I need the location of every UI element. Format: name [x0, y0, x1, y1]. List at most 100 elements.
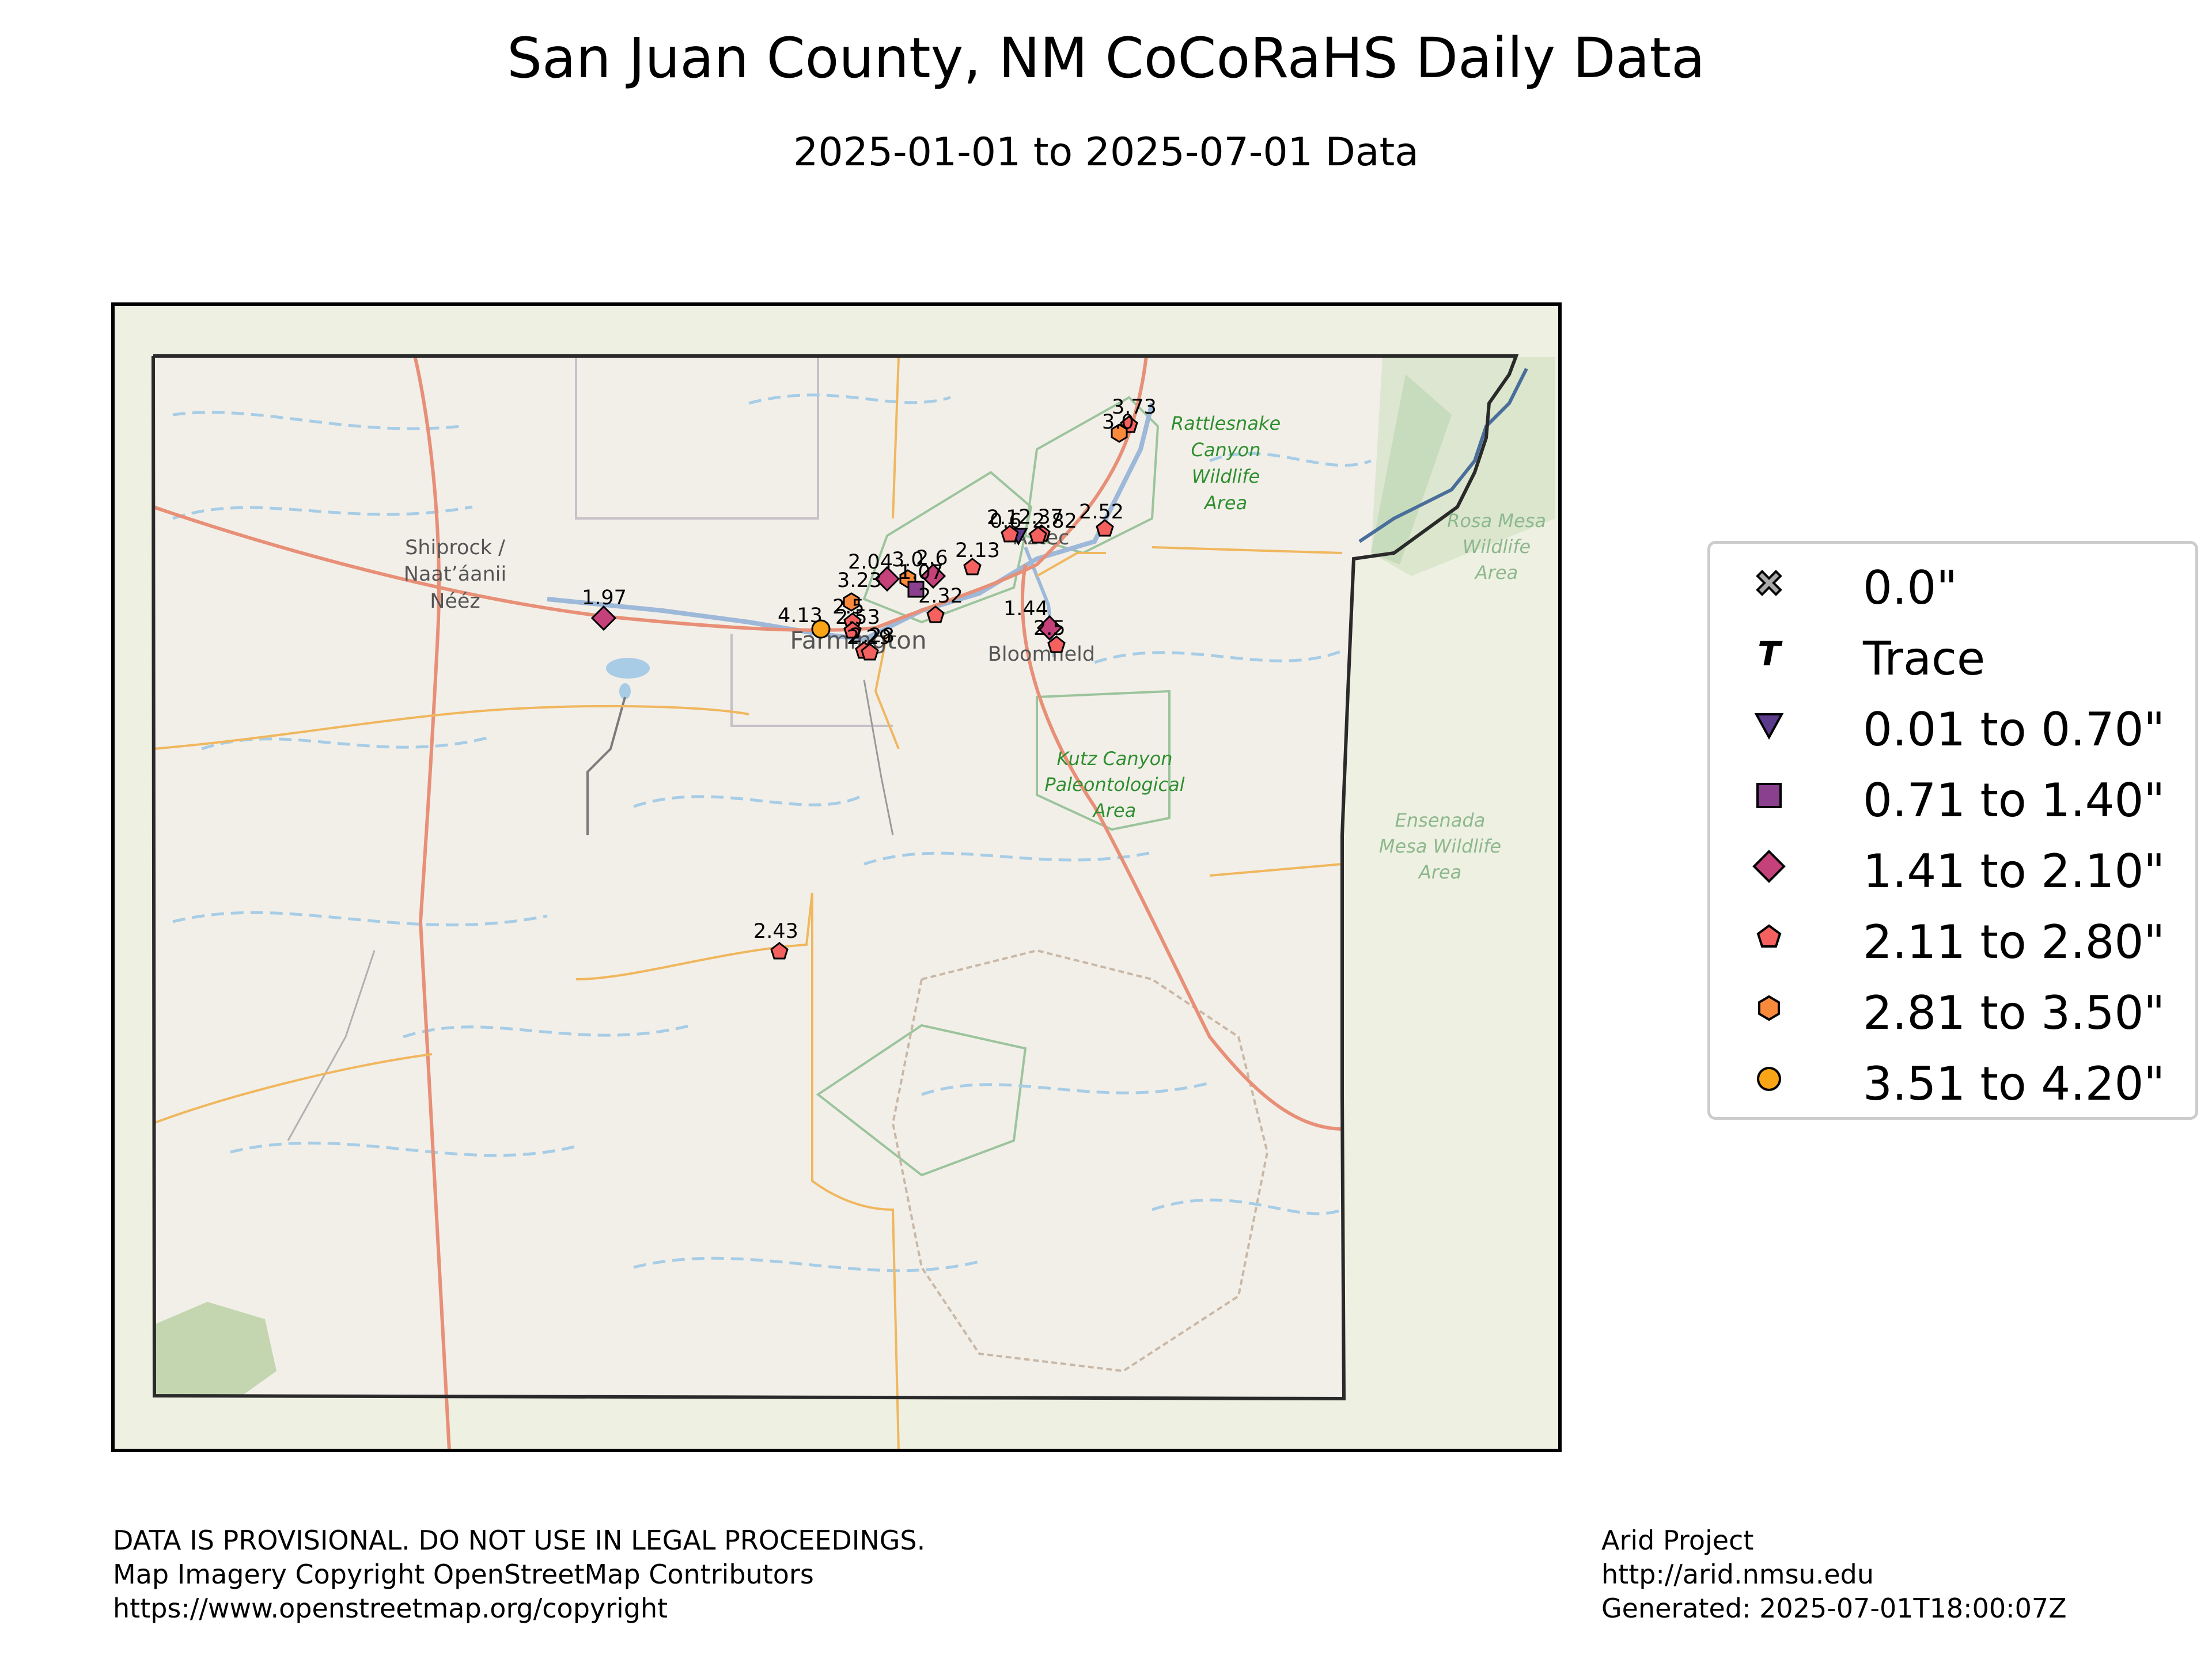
- park-label-ensenada-2: Mesa Wildlife: [1379, 835, 1501, 857]
- station-value-label: 2.37: [1018, 506, 1063, 529]
- pentagon-icon: [843, 621, 862, 639]
- place-label-shiprock-1: Shiprock /: [405, 536, 505, 559]
- footer-line-generated: Generated: 2025-07-01T18:00:07Z: [1601, 1593, 2067, 1624]
- station-marker: 2.82: [1029, 510, 1077, 544]
- legend-item-range-2: 0.71 to 1.40": [1710, 761, 2195, 830]
- footer-disclaimer: DATA IS PROVISIONAL. DO NOT USE IN LEGAL…: [113, 1524, 925, 1626]
- station-marker: 2.1: [987, 506, 1019, 543]
- station-marker: 2.52: [1079, 501, 1124, 537]
- svg-text:T: T: [1758, 637, 1783, 671]
- triangle-down-icon: [1754, 713, 1784, 740]
- station-value-label: 2.52: [1079, 501, 1124, 524]
- legend-item-range-1: 0.01 to 0.70": [1710, 690, 2195, 759]
- station-marker: 2.43: [753, 920, 798, 960]
- station-value-label: 3.0: [1102, 411, 1134, 434]
- diamond-icon: [1036, 615, 1063, 641]
- park-label-kutz-3: Area: [1092, 800, 1136, 821]
- station-marker: 2.5: [1033, 617, 1066, 653]
- park-label-kutz-2: Paleontological: [1044, 774, 1184, 796]
- chart-title: San Juan County, NM CoCoRaHS Daily Data: [507, 26, 1705, 90]
- t-marker-icon: T: [1758, 637, 1783, 671]
- station-value-label: 2.13: [955, 539, 1000, 562]
- station-marker: 3.0: [892, 548, 924, 589]
- station-value-label: 3.73: [1112, 396, 1157, 419]
- station-marker: 2.04: [848, 551, 900, 592]
- station-marker: 2.5: [832, 596, 865, 630]
- station-value-label: 2.53: [835, 606, 880, 629]
- station-marker: 3.73: [1112, 396, 1157, 433]
- station-marker: 2.28: [850, 624, 895, 661]
- pentagon-icon: [1096, 519, 1114, 537]
- diamond-icon: [1752, 850, 1786, 883]
- station-marker: 1.44: [1003, 597, 1063, 641]
- station-value-label: 2.5: [832, 596, 865, 619]
- diamond-icon: [920, 563, 946, 589]
- legend-label-trace: Trace: [1863, 632, 1986, 685]
- park-label-rattlesnake-4: Area: [1203, 492, 1247, 514]
- station-marker: 2.6: [916, 547, 948, 589]
- legend-label-range-1: 0.01 to 0.70": [1863, 703, 2165, 756]
- legend-item-trace: T Trace: [1710, 619, 2195, 688]
- station-marker: 1.07: [899, 561, 944, 598]
- station-value-label: 1.07: [899, 561, 944, 584]
- footer-credits: Arid Project http://arid.nmsu.edu Genera…: [1601, 1524, 2067, 1626]
- square-icon: [907, 581, 925, 598]
- station-value-label: 2.1: [987, 506, 1019, 529]
- place-label-shiprock-3: Nééz: [430, 590, 480, 613]
- square-icon: [1756, 783, 1782, 808]
- legend-item-range-3: 1.41 to 2.10": [1710, 832, 2195, 901]
- legend-label-range-4: 2.11 to 2.80": [1863, 915, 2165, 969]
- legend-label-range-5: 2.81 to 3.50": [1863, 986, 2165, 1040]
- legend-item-range-4: 2.11 to 2.80": [1710, 903, 2195, 972]
- park-label-ensenada-1: Ensenada: [1395, 809, 1486, 831]
- place-label-bloomfield: Bloomfield: [988, 643, 1095, 666]
- station-marker: 2.53: [835, 606, 880, 639]
- footer-line-copyright-url: https://www.openstreetmap.org/copyright: [113, 1593, 668, 1624]
- station-value-label: 2.04: [848, 551, 893, 574]
- footer-line-project: Arid Project: [1601, 1525, 1754, 1556]
- station-value-label: 2.43: [753, 920, 798, 943]
- pentagon-icon: [861, 643, 879, 661]
- legend-label-range-3: 1.41 to 2.10": [1863, 844, 2165, 898]
- legend-item-range-6: 3.51 to 4.20": [1710, 1044, 2195, 1113]
- footer-line-osm: Map Imagery Copyright OpenStreetMap Cont…: [113, 1559, 814, 1590]
- station-value-label: 2.5: [1033, 617, 1066, 640]
- legend-label-range-6: 3.51 to 4.20": [1863, 1057, 2165, 1111]
- station-value-label: 2.82: [1032, 510, 1077, 533]
- pentagon-icon: [926, 605, 945, 623]
- park-label-rattlesnake-2: Canyon: [1191, 439, 1260, 461]
- park-label-rosa-1: Rosa Mesa: [1447, 510, 1546, 532]
- circle-icon: [1757, 1067, 1781, 1091]
- legend-label-range-2: 0.71 to 1.40": [1863, 774, 2165, 827]
- station-marker: 1.97: [582, 586, 627, 631]
- hexagon-icon: [843, 592, 860, 612]
- place-label-shiprock-2: Naat’áanii: [404, 563, 506, 586]
- station-value-label: 3.23: [837, 569, 882, 592]
- station-value-label: 2.32: [918, 585, 963, 608]
- station-marker: 3.23: [837, 569, 882, 612]
- station-marker: 3.0: [1102, 411, 1134, 443]
- station-value-label: 1.97: [582, 586, 627, 609]
- pentagon-icon: [1756, 924, 1782, 948]
- station-value-label: 2.6: [916, 547, 948, 570]
- x-marker-icon: [1756, 570, 1782, 596]
- park-label-rattlesnake-1: Rattlesnake: [1171, 412, 1281, 434]
- station-marker: 4.13: [778, 604, 831, 639]
- legend-item-range-5: 2.81 to 3.50": [1710, 974, 2195, 1043]
- legend-label-zero: 0.0": [1863, 561, 1958, 615]
- pentagon-icon: [1001, 525, 1019, 543]
- station-value-label: 4.13: [778, 604, 823, 627]
- station-markers: 3.733.02.520.62.1 2.372.822.132.62.043.01…: [582, 396, 1157, 960]
- station-value-label: 3.0: [892, 548, 924, 571]
- footer-line-provisional: DATA IS PROVISIONAL. DO NOT USE IN LEGAL…: [113, 1525, 926, 1556]
- legend-item-zero: 0.0": [1710, 548, 2195, 618]
- pentagon-icon: [770, 942, 789, 960]
- footer-line-project-url: http://arid.nmsu.edu: [1601, 1559, 1874, 1590]
- hexagon-icon: [1111, 423, 1128, 443]
- chart-subtitle: 2025-01-01 to 2025-07-01 Data: [793, 130, 1419, 175]
- pentagon-icon: [963, 558, 982, 575]
- hexagon-icon: [1758, 995, 1780, 1021]
- park-label-rattlesnake-3: Wildlife: [1192, 465, 1260, 487]
- legend: 0.0" T Trace 0.01 to 0.70" 0.71 to 1.40"…: [1707, 541, 2198, 1120]
